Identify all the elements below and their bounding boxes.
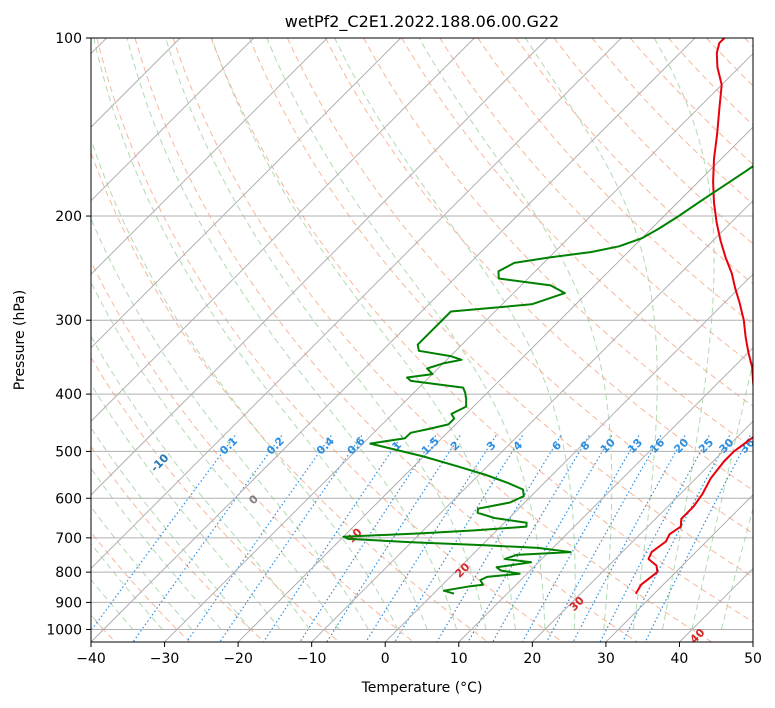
isotherm-line — [384, 273, 753, 642]
y-tick-label: 400 — [55, 387, 82, 403]
plot-frame — [90, 37, 754, 643]
y-tick-label: 300 — [55, 313, 82, 329]
dry-adiabat-line — [91, 151, 489, 642]
isobars — [91, 38, 753, 630]
x-axis-ticks: −40 −30 −20 −10 0 10 20 30 40 50 — [76, 642, 762, 667]
moist-adiabat-line — [91, 467, 222, 630]
moist-adiabat-line — [91, 335, 310, 630]
moist-adiabat-line — [91, 542, 163, 630]
mixing-ratio-line — [365, 435, 497, 642]
mixing-ratio-line — [644, 435, 751, 642]
dry-adiabat-line — [401, 38, 753, 407]
mixing-ratio-line — [599, 435, 710, 642]
mixing-ratio-line — [622, 435, 731, 642]
x-tick-label: 10 — [450, 651, 468, 667]
dry-adiabat-line — [325, 38, 753, 491]
moist-adiabat-line — [266, 38, 546, 630]
dry-adiabat-line — [134, 38, 638, 642]
isotherm-line — [91, 38, 696, 642]
moist-adiabat-line — [720, 506, 753, 630]
y-axis-title: Pressure (hPa) — [12, 290, 28, 390]
mixing-ratio-line — [467, 435, 590, 642]
moist-adiabat-line — [93, 38, 428, 630]
x-tick-label: −10 — [297, 651, 327, 667]
mixing-ratio-line — [546, 435, 662, 642]
dewpoint-trace — [342, 165, 753, 595]
y-tick-label: 500 — [55, 444, 82, 460]
moist-adiabat-line — [126, 38, 458, 630]
moist-adiabat-line — [653, 38, 715, 630]
mixing-ratio-lines — [91, 435, 751, 642]
moist-adiabat-line — [211, 38, 516, 630]
x-tick-label: 30 — [597, 651, 615, 667]
moist-adiabat-line — [91, 137, 399, 630]
x-tick-label: 0 — [381, 651, 390, 667]
dry-adiabat-line — [91, 356, 340, 642]
isotherm-line — [91, 38, 622, 570]
mixing-ratio-line — [436, 435, 562, 642]
isotherm-line — [91, 38, 328, 275]
y-tick-label: 100 — [55, 31, 82, 47]
moist-adiabat-line — [91, 506, 193, 630]
mixing-ratio-line — [91, 435, 236, 632]
moist-adiabat-line — [334, 38, 576, 630]
isotherm-line — [605, 494, 753, 642]
moist-adiabat-line — [165, 38, 487, 630]
mixing-ratio-line — [326, 435, 461, 642]
temperature-trace — [634, 38, 753, 595]
mixing-ratio-line — [299, 435, 437, 642]
y-tick-label: 700 — [55, 531, 82, 547]
moist-adiabat-line — [91, 281, 340, 630]
dry-adiabat-line — [439, 38, 753, 366]
isotherm-line — [237, 126, 753, 642]
x-tick-label: 20 — [523, 651, 541, 667]
sounding-traces — [342, 38, 753, 595]
mixing-ratio-line — [394, 435, 524, 642]
moist-adiabat-line — [91, 427, 251, 630]
dry-adiabat-line — [96, 38, 563, 642]
x-tick-label: −40 — [76, 651, 106, 667]
dry-adiabat-line — [172, 38, 713, 642]
moist-adiabat-line — [91, 578, 134, 630]
y-tick-label: 1000 — [46, 622, 82, 638]
mixing-ratio-line — [262, 435, 403, 642]
dry-adiabat-line — [248, 38, 753, 578]
mixing-ratio-line — [572, 435, 686, 642]
dry-adiabat-line — [553, 38, 753, 245]
moist-adiabat-line — [91, 217, 369, 630]
y-tick-label: 800 — [55, 565, 82, 581]
x-tick-label: 40 — [671, 651, 689, 667]
x-axis-title: Temperature (°C) — [361, 680, 483, 696]
mixing-ratio-line — [132, 435, 283, 642]
isotherm-line — [91, 38, 475, 423]
moist-adiabat-line — [691, 358, 753, 630]
x-tick-label: −30 — [150, 651, 180, 667]
isotherm-line — [91, 38, 549, 496]
x-tick-label: 50 — [744, 651, 762, 667]
dry-adiabat-line — [210, 38, 753, 623]
dry-adiabat-line — [91, 260, 414, 642]
isotherms — [91, 38, 753, 642]
x-tick-label: −20 — [223, 651, 253, 667]
plot-area: 0.10.20.40.611.52346810131620253036-100-… — [91, 38, 753, 642]
y-tick-label: 200 — [55, 209, 82, 225]
moist-adiabat-line — [91, 383, 281, 630]
isotherm-line — [91, 38, 255, 202]
y-axis-ticks: 100 200 300 400 500 600 700 800 900 1000 — [46, 31, 91, 638]
chart-title: wetPf2_C2E1.2022.188.06.00.G22 — [285, 12, 559, 32]
isotherm-line — [91, 38, 402, 349]
y-tick-label: 600 — [55, 491, 82, 507]
mixing-ratio-line — [219, 435, 363, 642]
isotherm-line — [458, 347, 753, 642]
isotherm-line — [164, 52, 753, 642]
moist-adiabat-line — [418, 38, 613, 630]
isotherm-line — [531, 420, 753, 642]
y-tick-label: 900 — [55, 595, 82, 611]
dry-adiabat-line — [286, 38, 753, 535]
dry-adiabat-line — [591, 38, 753, 205]
